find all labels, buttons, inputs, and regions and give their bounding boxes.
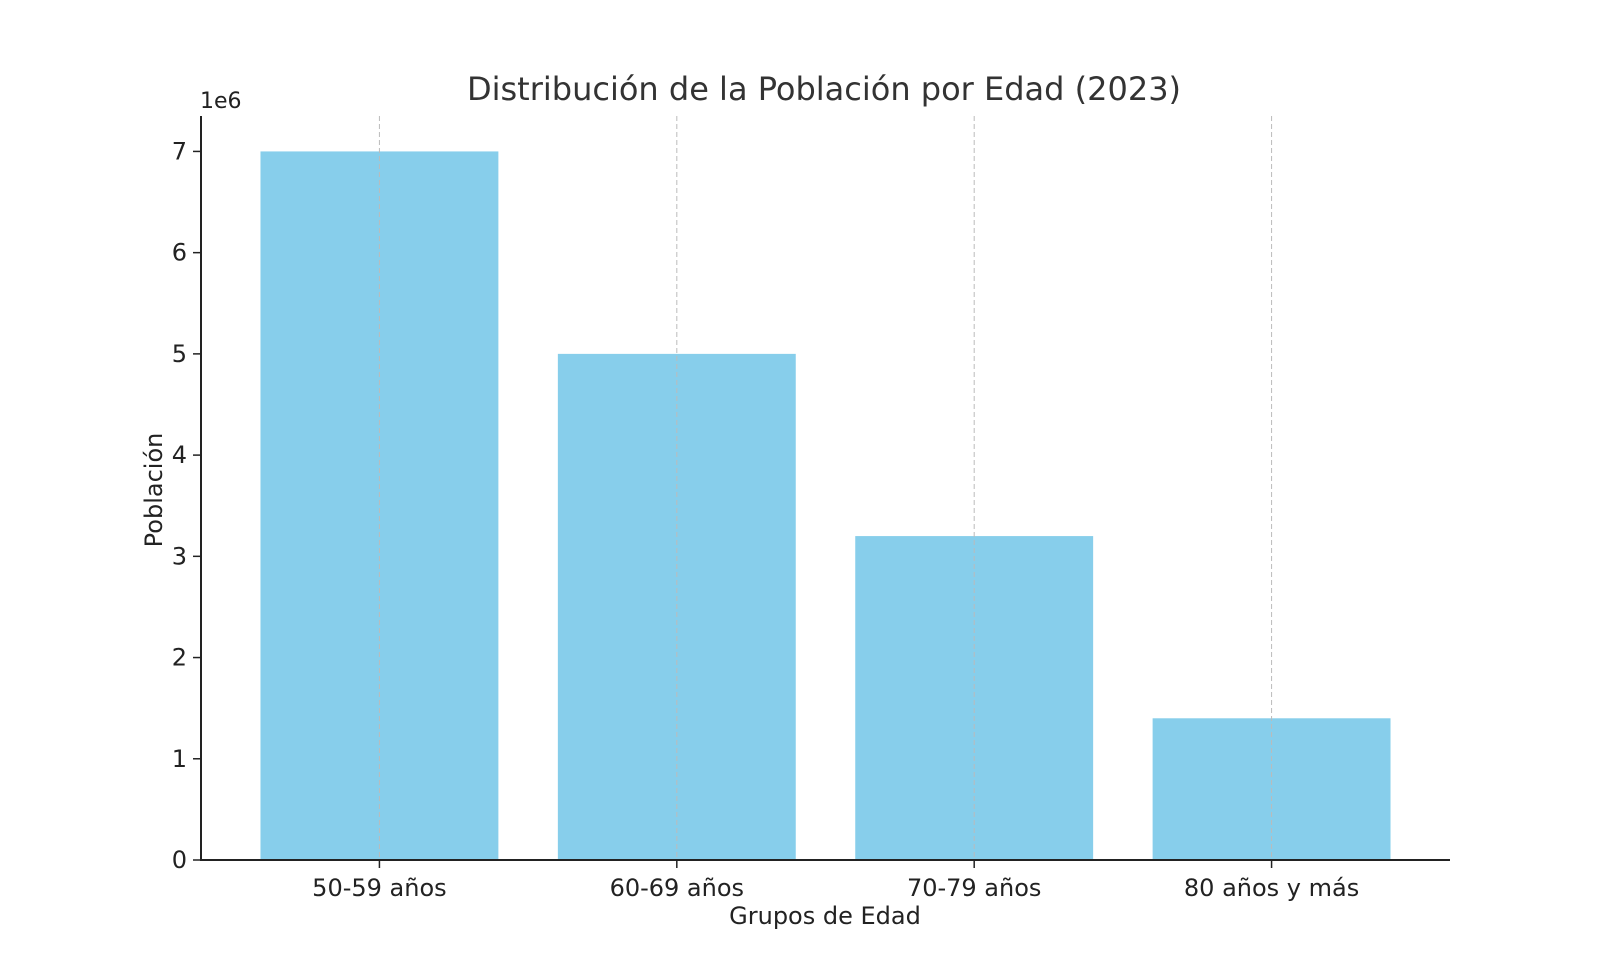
x-tick-label: 60-69 años [610,874,744,902]
chart-title: Distribución de la Población por Edad (2… [467,70,1181,108]
y-tick-label: 5 [172,340,187,368]
y-tick-label: 0 [172,846,187,874]
x-axis-ticks: 50-59 años 60-69 años 70-79 años 80 años y … [312,860,1359,902]
y-offset-label: 1e6 [200,89,242,114]
x-tick-label: 80 años y más [1184,874,1359,902]
grid-lines-front [378,116,1273,860]
y-axis-ticks: 0 1 2 3 4 5 6 7 [172,137,201,874]
y-tick-label: 6 [172,239,187,267]
y-axis-title: Población [140,433,168,548]
x-tick-label: 70-79 años [907,874,1041,902]
x-axis-title: Grupos de Edad [729,902,921,930]
y-tick-label: 7 [172,137,187,165]
y-tick-label: 1 [172,745,187,773]
x-tick-label: 50-59 años [312,874,446,902]
y-tick-label: 4 [172,441,187,469]
bar-1 [260,151,499,860]
y-tick-label: 3 [172,542,187,570]
y-tick-label: 2 [172,644,187,672]
bars [260,151,1391,860]
